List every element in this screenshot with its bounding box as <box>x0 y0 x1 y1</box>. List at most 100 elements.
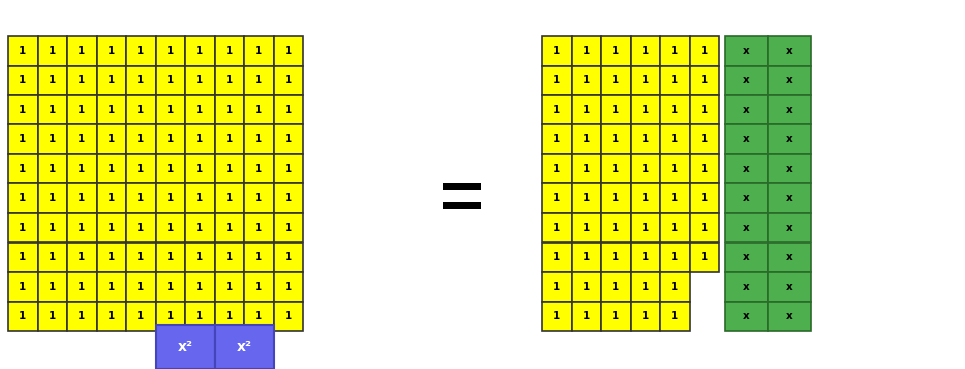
Bar <box>38 242 67 272</box>
Text: 1: 1 <box>78 164 85 174</box>
Bar <box>38 154 67 183</box>
Bar <box>244 36 273 66</box>
Text: 1: 1 <box>196 164 204 174</box>
Text: 1: 1 <box>701 46 708 56</box>
Bar <box>244 183 273 213</box>
Bar <box>214 272 244 301</box>
Text: 1: 1 <box>671 193 678 203</box>
Text: 1: 1 <box>255 193 262 203</box>
Text: 1: 1 <box>48 223 56 233</box>
Bar <box>768 66 811 95</box>
Bar <box>725 183 768 213</box>
Text: 1: 1 <box>226 134 233 144</box>
Bar <box>660 213 690 242</box>
Text: 1: 1 <box>226 46 233 56</box>
Bar <box>690 66 719 95</box>
Text: 1: 1 <box>226 164 233 174</box>
Bar <box>768 36 811 66</box>
Text: 1: 1 <box>19 223 26 233</box>
Text: 1: 1 <box>553 164 561 174</box>
Text: 1: 1 <box>612 134 620 144</box>
Bar <box>8 213 38 242</box>
Text: 1: 1 <box>19 134 26 144</box>
Bar <box>155 124 185 154</box>
Text: 1: 1 <box>612 252 620 262</box>
Bar <box>8 154 38 183</box>
Bar <box>601 183 630 213</box>
Bar <box>244 95 273 124</box>
Text: 1: 1 <box>78 75 85 85</box>
Text: 1: 1 <box>671 311 678 321</box>
Bar <box>67 95 96 124</box>
Text: 1: 1 <box>196 75 204 85</box>
Text: x: x <box>743 311 750 321</box>
Text: 1: 1 <box>19 46 26 56</box>
Text: x: x <box>786 223 793 233</box>
Text: 1: 1 <box>19 164 26 174</box>
Bar <box>38 66 67 95</box>
Text: 1: 1 <box>78 282 85 292</box>
Bar <box>725 272 768 301</box>
Text: 1: 1 <box>583 193 590 203</box>
Text: 1: 1 <box>137 252 145 262</box>
Text: 1: 1 <box>671 75 678 85</box>
Bar <box>630 124 660 154</box>
Text: 1: 1 <box>553 223 561 233</box>
Bar <box>214 154 244 183</box>
Bar <box>273 154 303 183</box>
Text: 1: 1 <box>167 164 174 174</box>
Text: 1: 1 <box>642 105 648 115</box>
Text: 1: 1 <box>612 223 620 233</box>
Text: 1: 1 <box>48 282 56 292</box>
Text: 1: 1 <box>226 252 233 262</box>
Bar <box>571 36 601 66</box>
Bar <box>660 95 690 124</box>
Text: 1: 1 <box>642 164 648 174</box>
Bar <box>67 301 96 331</box>
Bar <box>214 36 244 66</box>
Bar <box>155 272 185 301</box>
Text: 1: 1 <box>196 311 204 321</box>
Text: 1: 1 <box>285 164 291 174</box>
Text: x²: x² <box>237 340 252 354</box>
Bar <box>725 213 768 242</box>
Text: 1: 1 <box>167 282 174 292</box>
Text: 1: 1 <box>108 311 115 321</box>
Text: x: x <box>743 105 750 115</box>
Bar <box>8 66 38 95</box>
Text: 1: 1 <box>167 134 174 144</box>
Text: 1: 1 <box>553 75 561 85</box>
Text: 1: 1 <box>285 223 291 233</box>
Bar <box>768 95 811 124</box>
Bar <box>443 183 481 190</box>
Text: x: x <box>786 282 793 292</box>
Bar <box>214 95 244 124</box>
Text: 1: 1 <box>196 252 204 262</box>
Text: 1: 1 <box>226 223 233 233</box>
Bar <box>690 124 719 154</box>
Text: 1: 1 <box>255 134 262 144</box>
Bar <box>630 242 660 272</box>
Bar <box>630 301 660 331</box>
Bar <box>273 183 303 213</box>
Text: x: x <box>786 252 793 262</box>
Text: 1: 1 <box>226 282 233 292</box>
Text: 1: 1 <box>255 105 262 115</box>
Bar <box>542 66 571 95</box>
Bar <box>215 325 274 369</box>
Text: 1: 1 <box>167 223 174 233</box>
Text: 1: 1 <box>48 311 56 321</box>
Text: x: x <box>786 75 793 85</box>
Text: 1: 1 <box>612 105 620 115</box>
Text: 1: 1 <box>642 134 648 144</box>
Bar <box>67 66 96 95</box>
Text: 1: 1 <box>285 75 291 85</box>
Bar <box>8 242 38 272</box>
Text: 1: 1 <box>19 75 26 85</box>
Text: 1: 1 <box>701 252 708 262</box>
Bar <box>126 66 155 95</box>
Bar <box>660 66 690 95</box>
Bar <box>185 272 214 301</box>
Text: 1: 1 <box>553 105 561 115</box>
Bar <box>273 242 303 272</box>
